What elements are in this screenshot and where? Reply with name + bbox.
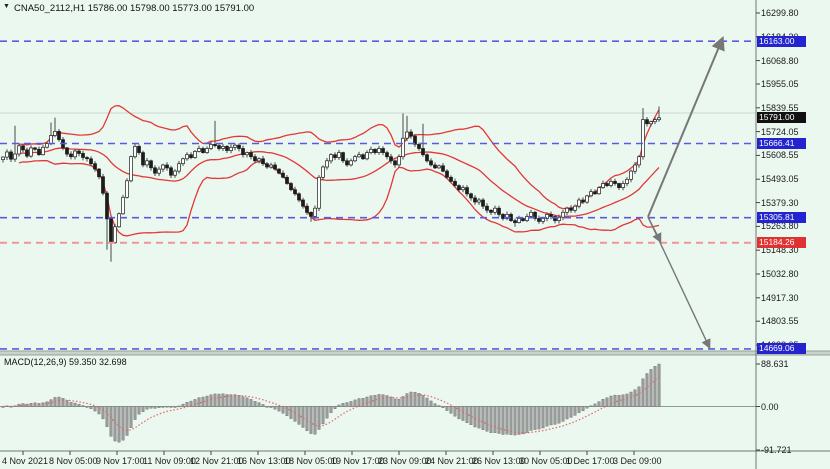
price-tick-label: 15955.05 [761, 79, 799, 89]
price-tick-label: 15148.30 [761, 245, 799, 256]
current-price-badge: 15791.00 [757, 112, 806, 124]
time-tick-label: 16 Nov 13:00 [237, 456, 291, 466]
projection-up-arrow[interactable] [647, 36, 725, 218]
time-tick-label: 18 Nov 05:00 [284, 456, 338, 466]
time-tick-label: 30 Nov 05:00 [519, 456, 573, 466]
macd-tick-label: -91.721 [761, 445, 792, 455]
time-tick-label: 1 Dec 17:00 [566, 456, 615, 466]
time-tick-label: 24 Nov 21:00 [425, 456, 479, 466]
candlesticks [1, 117, 661, 244]
price-tick-label: 16068.80 [761, 55, 799, 66]
time-tick-label: 23 Nov 09:00 [378, 456, 432, 466]
price-tick-label: 14917.30 [761, 292, 799, 303]
price-tick-label: 14803.55 [761, 316, 799, 327]
projection-down-arrow-long[interactable] [647, 216, 711, 350]
bollinger-upper-band [18, 105, 660, 210]
level-price-badge: 15666.41 [757, 137, 806, 149]
macd-histogram [1, 363, 661, 443]
time-tick-label: 8 Nov 05:00 [49, 456, 98, 466]
price-tick-label: 15608.55 [761, 150, 799, 161]
macd-indicator-label: MACD(12,26,9) 59.350 32.698 [4, 357, 127, 367]
chart-title: CNA50_2112,H1 15786.00 15798.00 15773.00… [14, 3, 255, 14]
macd-tick-label: 88.631 [761, 359, 789, 369]
price-tick-label: 15724.05 [761, 126, 799, 137]
price-tick-label: 15379.30 [761, 197, 799, 208]
macd-tick-label: 0.00 [761, 401, 779, 412]
time-tick-label: 11 Nov 09:00 [143, 456, 196, 466]
price-tick-label: 15839.55 [761, 102, 799, 113]
level-price-badge: 15305.81 [757, 212, 806, 224]
macd-signal-line [2, 376, 660, 434]
panel-resize-separator[interactable] [0, 351, 830, 355]
time-tick-label: 4 Nov 2021 [2, 456, 49, 466]
level-price-badge: 16163.00 [757, 35, 806, 47]
price-tick-label: 15493.05 [761, 174, 799, 185]
time-tick-label: 9 Nov 17:00 [96, 456, 145, 466]
time-tick-label: 19 Nov 17:00 [331, 456, 385, 466]
price-tick-label: 15263.80 [761, 221, 799, 232]
time-tick-label: 26 Nov 13:00 [472, 456, 526, 466]
level-price-badge: 15184.26 [757, 237, 806, 249]
level-price-badge: 14669.06 [757, 343, 806, 355]
time-tick-label: 3 Dec 09:00 [613, 456, 662, 466]
price-tick-label: 16299.80 [761, 7, 799, 18]
bollinger-lower-band [18, 159, 660, 237]
time-tick-label: 12 Nov 21:00 [190, 456, 244, 466]
chart-collapse-icon[interactable]: ▼ [3, 3, 10, 10]
price-tick-label: 15032.80 [761, 268, 799, 279]
